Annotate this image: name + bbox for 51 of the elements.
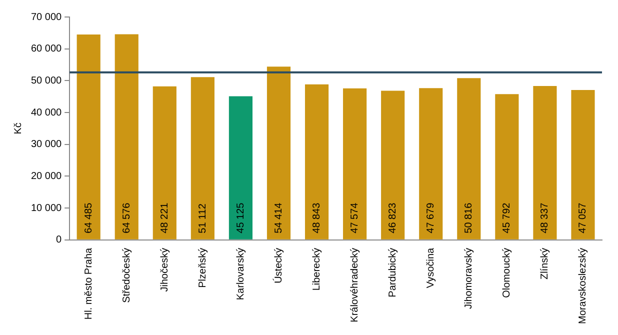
bar <box>571 90 595 240</box>
y-tick-label: 20 000 <box>30 170 62 182</box>
bar <box>381 90 405 240</box>
data-label: 48 221 <box>159 202 170 234</box>
bar <box>495 94 519 240</box>
data-label: 47 057 <box>578 202 589 234</box>
y-tick-label: 30 000 <box>30 139 62 150</box>
bar <box>304 84 329 240</box>
x-tick-label: Olomoucký <box>502 248 513 298</box>
bar <box>266 66 291 240</box>
x-tick-label: Jihomoravský <box>464 248 475 310</box>
bar <box>457 78 481 240</box>
x-tick-label: Královéhradecký <box>350 248 361 322</box>
data-label: 46 823 <box>388 202 399 234</box>
x-tick-label: Zlínský <box>540 248 551 280</box>
x-tick-label: Liberecký <box>312 248 323 291</box>
y-tick-label: 0 <box>56 234 62 246</box>
bar <box>152 86 176 240</box>
y-axis-title: Kč <box>12 122 24 134</box>
data-label: 64 576 <box>121 202 132 234</box>
data-label: 45 125 <box>235 202 246 234</box>
x-tick-label: Hl. město Praha <box>83 247 94 320</box>
bar <box>190 77 214 240</box>
data-label: 48 843 <box>312 202 323 234</box>
y-tick-label: 50 000 <box>30 75 62 86</box>
y-tick-label: 10 000 <box>30 202 62 214</box>
data-label: 64 485 <box>83 202 94 234</box>
bar <box>533 86 557 240</box>
bar <box>76 34 100 240</box>
data-label: 47 679 <box>426 202 437 234</box>
bar <box>114 34 138 240</box>
data-label: 48 337 <box>540 202 551 234</box>
x-tick-label: Karlovarský <box>235 248 246 300</box>
x-tick-label: Plzeňský <box>197 248 208 288</box>
x-tick-label: Jihočeský <box>159 248 170 292</box>
data-label: 54 414 <box>274 202 284 234</box>
x-tick-label: Středočeský <box>121 248 132 303</box>
data-label: 47 574 <box>350 202 361 234</box>
x-tick-label: Pardubický <box>388 248 399 298</box>
data-label: 50 816 <box>464 202 475 234</box>
x-tick-label: Vysočina <box>426 247 437 288</box>
y-tick-label: 70 000 <box>30 12 62 23</box>
y-tick-label: 40 000 <box>30 107 62 118</box>
data-label: 51 112 <box>197 203 208 234</box>
data-label: 45 792 <box>502 202 513 234</box>
x-tick-label: Moravskoslezský <box>578 248 589 324</box>
bar <box>343 88 367 240</box>
y-tick-label: 60 000 <box>30 44 62 55</box>
bar <box>419 88 443 240</box>
x-tick-label: Ústecký <box>272 248 284 284</box>
bar <box>228 96 253 240</box>
